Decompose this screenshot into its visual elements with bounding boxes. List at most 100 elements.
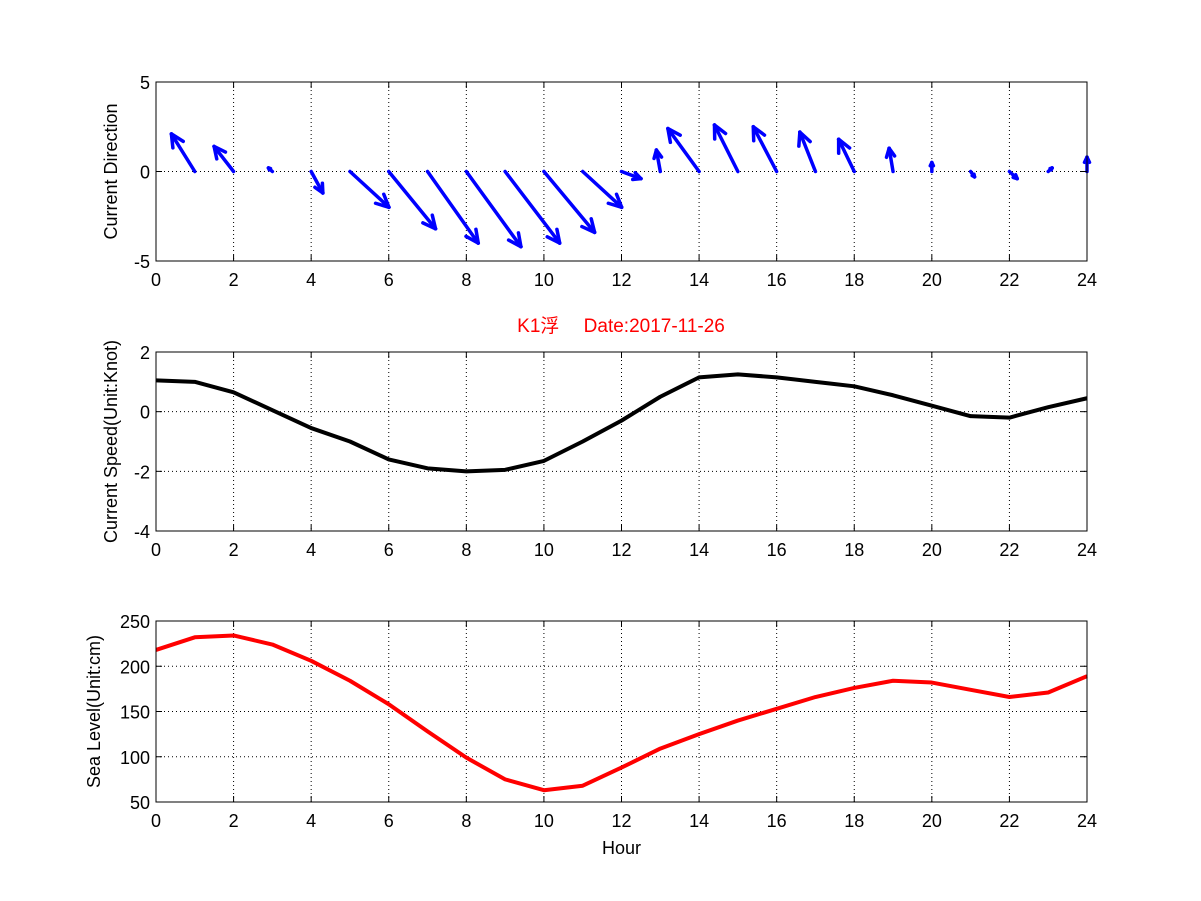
sealevel-xtick-label: 12 [611, 811, 631, 831]
speed-xtick-label: 8 [461, 540, 471, 560]
sealevel-ytick-label: 100 [120, 748, 150, 768]
arrow-shaft [464, 169, 523, 249]
direction-xtick-label: 4 [306, 270, 316, 290]
arrow-shaft [348, 169, 391, 210]
arrow-head [266, 166, 273, 171]
speed-xtick-label: 6 [384, 540, 394, 560]
direction-arrow [348, 169, 391, 210]
arrow-head [212, 144, 228, 154]
arrow-head [421, 221, 438, 231]
sealevel-xtick-label: 20 [922, 811, 942, 831]
arrow-shaft [387, 169, 438, 231]
speed-series-line [155, 372, 1088, 474]
sealevel-ytick-label: 50 [130, 793, 150, 813]
sealevel-ytick-label: 150 [120, 703, 150, 723]
arrow-shaft [580, 169, 624, 210]
arrow-head [555, 227, 562, 245]
direction-arrow [1007, 169, 1019, 181]
speed-ylabel: Current Speed(Unit:Knot) [101, 340, 121, 543]
direction-xtick-label: 24 [1077, 270, 1097, 290]
sealevel-xtick-label: 4 [306, 811, 316, 831]
arrow-shaft [503, 169, 562, 245]
arrow-head [970, 173, 977, 179]
arrow-head [654, 148, 664, 159]
speed-xtick-label: 10 [534, 540, 554, 560]
direction-xtick-label: 0 [151, 270, 161, 290]
direction-xtick-label: 18 [844, 270, 864, 290]
arrow-head [1011, 175, 1019, 181]
direction-xtick-label: 2 [229, 270, 239, 290]
sealevel-xtick-label: 22 [999, 811, 1019, 831]
direction-arrow [309, 169, 325, 195]
arrow-head [506, 238, 523, 249]
direction-arrow [928, 160, 936, 174]
direction-xtick-label: 14 [689, 270, 709, 290]
direction-arrow [712, 123, 740, 174]
arrow-head [666, 126, 673, 145]
arrow-head [887, 146, 897, 158]
arrow-head [313, 185, 325, 195]
speed-ytick-label: -2 [134, 462, 150, 482]
sealevel-xtick-label: 24 [1077, 811, 1097, 831]
sealevel-xtick-label: 0 [151, 811, 161, 831]
arrow-shaft [836, 137, 856, 174]
direction-arrow [387, 169, 438, 231]
arrow-head [798, 130, 812, 144]
arrow-head [1049, 166, 1054, 172]
direction-arrow [652, 148, 664, 174]
direction-arrow [425, 169, 480, 245]
sealevel-xlabel: Hour [602, 838, 641, 858]
arrow-head [836, 137, 852, 150]
arrow-head [666, 126, 682, 137]
direction-arrow [619, 169, 643, 182]
speed-xtick-label: 4 [306, 540, 316, 560]
arrow-shaft [712, 123, 740, 174]
sealevel-xtick-label: 18 [844, 811, 864, 831]
speed-xtick-label: 0 [151, 540, 161, 560]
direction-ylabel: Current Direction [101, 103, 121, 239]
sealevel-xtick-label: 16 [767, 811, 787, 831]
direction-xtick-label: 12 [611, 270, 631, 290]
arrow-head [930, 160, 936, 168]
direction-xtick-label: 20 [922, 270, 942, 290]
arrow-head [630, 176, 643, 182]
arrow-shaft [425, 169, 480, 245]
direction-arrow [836, 137, 856, 174]
speed-xtick-label: 16 [767, 540, 787, 560]
direction-arrow [212, 144, 236, 174]
arrow-head [474, 227, 480, 245]
direction-arrow [884, 146, 897, 174]
speed-xtick-label: 24 [1077, 540, 1097, 560]
speed-xtick-label: 14 [689, 540, 709, 560]
arrow-head [797, 130, 802, 148]
direction-arrow [580, 169, 624, 210]
direction-arrow [464, 169, 523, 249]
arrow-shaft [169, 132, 197, 174]
arrow-shaft [212, 144, 236, 174]
arrow-shaft [542, 169, 597, 235]
direction-arrow [666, 126, 701, 174]
arrow-head [606, 201, 624, 210]
arrow-head [516, 231, 523, 249]
direction-arrow [797, 130, 818, 174]
direction-arrow [266, 166, 275, 174]
arrow-shaft [666, 126, 701, 174]
direction-xtick-label: 22 [999, 270, 1019, 290]
arrow-head [589, 217, 597, 235]
arrow-shaft [309, 169, 325, 195]
arrow-head [382, 192, 391, 210]
direction-arrow [1046, 166, 1054, 174]
direction-arrow [503, 169, 562, 245]
direction-xtick-label: 10 [534, 270, 554, 290]
arrow-head [614, 192, 624, 210]
direction-arrow [751, 125, 779, 174]
arrow-shaft [798, 130, 818, 174]
arrow-head [464, 234, 480, 245]
sealevel-xtick-label: 14 [689, 811, 709, 831]
arrow-head [373, 201, 391, 210]
